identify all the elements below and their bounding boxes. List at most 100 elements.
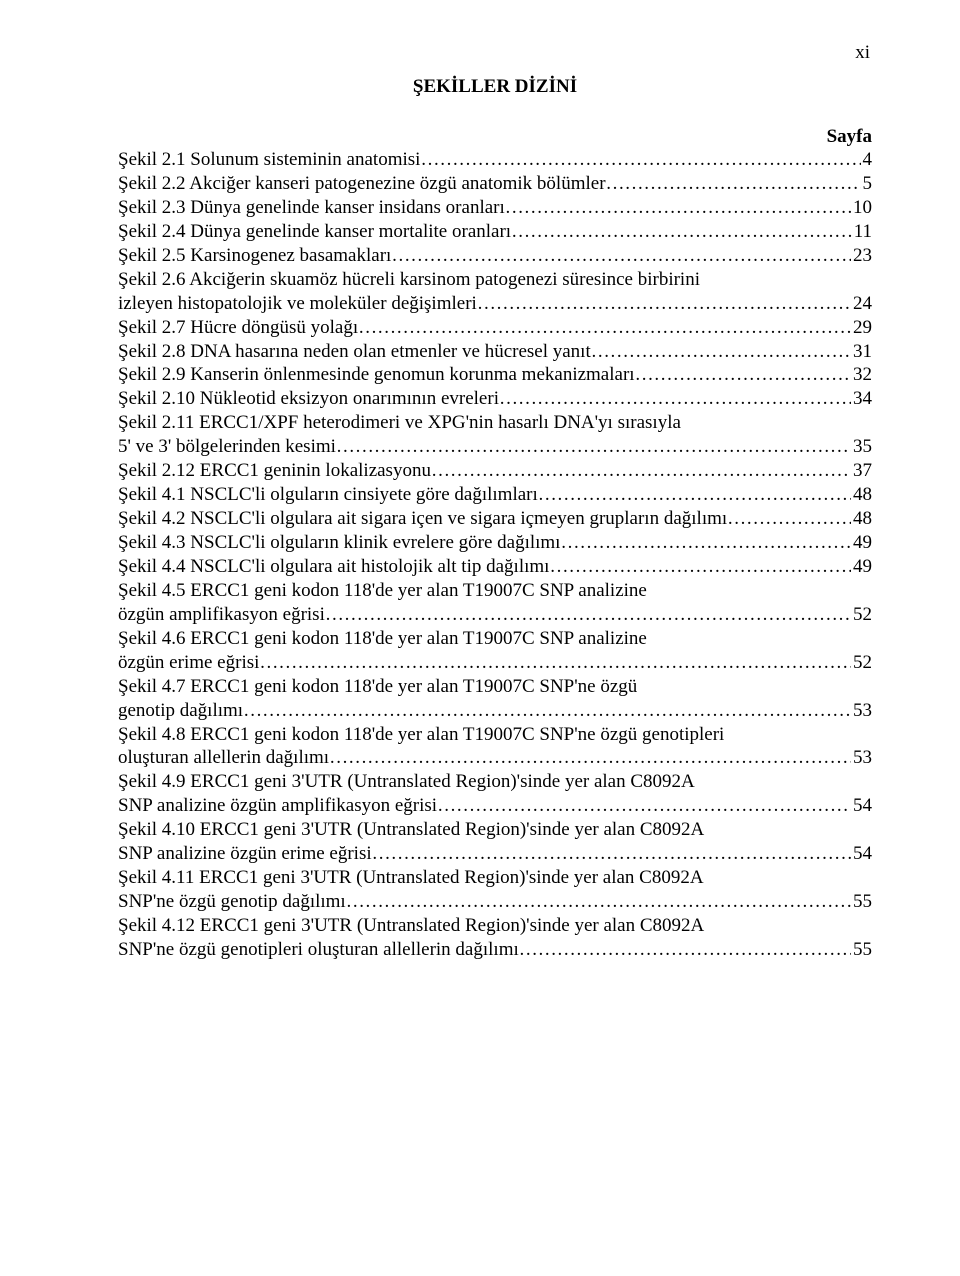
list-item: Şekil 2.10 Nükleotid eksizyon onarımının…	[118, 387, 872, 411]
list-item: Şekil 4.2 NSCLC'li olgulara ait sigara i…	[118, 507, 872, 531]
entry-label: Şekil 4.2 NSCLC'li olgulara ait sigara i…	[118, 507, 727, 531]
list-item: SNP'ne özgü genotip dağılımı 55	[118, 890, 872, 914]
list-item: Şekil 4.3 NSCLC'li olguların klinik evre…	[118, 531, 872, 555]
list-item: genotip dağılımı53	[118, 699, 872, 723]
leader-dots	[505, 196, 851, 220]
entry-page: 11	[852, 220, 872, 244]
entry-label: özgün amplifikasyon eğrisi	[118, 603, 325, 627]
leader-dots	[372, 842, 851, 866]
entry-page: 48	[851, 483, 872, 507]
entry-label: Şekil 4.9 ERCC1 geni 3'UTR (Untranslated…	[118, 770, 695, 794]
list-item: Şekil 4.5 ERCC1 geni kodon 118'de yer al…	[118, 579, 872, 603]
list-item: Şekil 2.4 Dünya genelinde kanser mortali…	[118, 220, 872, 244]
entry-page: 49	[851, 555, 872, 579]
entry-label: SNP analizine özgün erime eğrisi	[118, 842, 372, 866]
figures-list: Şekil 2.1 Solunum sisteminin anatomisi4Ş…	[118, 148, 872, 962]
leader-dots	[329, 746, 851, 770]
entry-page: 52	[851, 651, 872, 675]
list-item: özgün erime eğrisi 52	[118, 651, 872, 675]
entry-page: 53	[851, 746, 872, 770]
entry-page: 49	[851, 531, 872, 555]
list-item: Şekil 2.6 Akciğerin skuamöz hücreli kars…	[118, 268, 872, 292]
entry-label: Şekil 4.4 NSCLC'li olgulara ait histoloj…	[118, 555, 549, 579]
list-item: izleyen histopatolojik ve moleküler deği…	[118, 292, 872, 316]
entry-label: Şekil 2.9 Kanserin önlenmesinde genomun …	[118, 363, 635, 387]
list-item: Şekil 2.5 Karsinogenez basamakları 23	[118, 244, 872, 268]
entry-page: 35	[851, 435, 872, 459]
entry-page: 48	[851, 507, 872, 531]
list-item: Şekil 2.12 ERCC1 geninin lokalizasyonu 37	[118, 459, 872, 483]
leader-dots	[519, 938, 851, 962]
list-item: Şekil 2.11 ERCC1/XPF heterodimeri ve XPG…	[118, 411, 872, 435]
list-item: SNP'ne özgü genotipleri oluşturan allell…	[118, 938, 872, 962]
entry-page: 29	[851, 316, 872, 340]
leader-dots	[420, 148, 860, 172]
entry-label: Şekil 4.6 ERCC1 geni kodon 118'de yer al…	[118, 627, 647, 651]
list-item: Şekil 4.1 NSCLC'li olguların cinsiyete g…	[118, 483, 872, 507]
entry-page: 4	[861, 148, 873, 172]
leader-dots	[499, 387, 851, 411]
list-item: Şekil 4.4 NSCLC'li olgulara ait histoloj…	[118, 555, 872, 579]
entry-label: Şekil 2.2 Akciğer kanseri patogenezine ö…	[118, 172, 606, 196]
list-item: Şekil 2.1 Solunum sisteminin anatomisi 4	[118, 148, 872, 172]
list-item: Şekil 2.2 Akciğer kanseri patogenezine ö…	[118, 172, 872, 196]
leader-dots	[243, 699, 851, 723]
entry-page: 5	[861, 172, 873, 196]
list-item: 5' ve 3' bölgelerinden kesimi 35	[118, 435, 872, 459]
entry-label: özgün erime eğrisi	[118, 651, 259, 675]
page-number: xi	[855, 42, 870, 64]
entry-label: Şekil 2.1 Solunum sisteminin anatomisi	[118, 148, 420, 172]
entry-page: 52	[851, 603, 872, 627]
leader-dots	[511, 220, 852, 244]
list-item: oluşturan allellerin dağılımı 53	[118, 746, 872, 770]
entry-label: Şekil 2.12 ERCC1 geninin lokalizasyonu	[118, 459, 431, 483]
list-item: Şekil 4.8 ERCC1 geni kodon 118'de yer al…	[118, 723, 872, 747]
leader-dots	[635, 363, 851, 387]
leader-dots	[538, 483, 851, 507]
list-item: SNP analizine özgün erime eğrisi 54	[118, 842, 872, 866]
leader-dots	[358, 316, 851, 340]
entry-page: 55	[851, 938, 872, 962]
entry-label: 5' ve 3' bölgelerinden kesimi	[118, 435, 336, 459]
entry-page: 37	[851, 459, 872, 483]
entry-page: 55	[851, 890, 872, 914]
entry-label: Şekil 2.8 DNA hasarına neden olan etmenl…	[118, 340, 591, 364]
list-item: Şekil 2.7 Hücre döngüsü yolağı29	[118, 316, 872, 340]
entry-label: Şekil 4.12 ERCC1 geni 3'UTR (Untranslate…	[118, 914, 704, 938]
leader-dots	[259, 651, 851, 675]
entry-page: 54	[851, 842, 872, 866]
list-item: özgün amplifikasyon eğrisi 52	[118, 603, 872, 627]
column-header-page: Sayfa	[118, 126, 872, 148]
leader-dots	[591, 340, 851, 364]
list-item: Şekil 2.8 DNA hasarına neden olan etmenl…	[118, 340, 872, 364]
leader-dots	[727, 507, 851, 531]
entry-label: Şekil 4.8 ERCC1 geni kodon 118'de yer al…	[118, 723, 724, 747]
entry-label: Şekil 2.10 Nükleotid eksizyon onarımının…	[118, 387, 499, 411]
entry-label: Şekil 2.5 Karsinogenez basamakları	[118, 244, 391, 268]
list-item: Şekil 4.11 ERCC1 geni 3'UTR (Untranslate…	[118, 866, 872, 890]
entry-page: 54	[851, 794, 872, 818]
leader-dots	[336, 435, 851, 459]
leader-dots	[391, 244, 851, 268]
list-item: Şekil 4.7 ERCC1 geni kodon 118'de yer al…	[118, 675, 872, 699]
entry-label: Şekil 4.3 NSCLC'li olguların klinik evre…	[118, 531, 560, 555]
list-item: Şekil 4.9 ERCC1 geni 3'UTR (Untranslated…	[118, 770, 872, 794]
leader-dots	[477, 292, 851, 316]
entry-page: 32	[851, 363, 872, 387]
entry-label: Şekil 2.4 Dünya genelinde kanser mortali…	[118, 220, 511, 244]
leader-dots	[431, 459, 851, 483]
leader-dots	[437, 794, 851, 818]
list-item: Şekil 2.9 Kanserin önlenmesinde genomun …	[118, 363, 872, 387]
list-item: Şekil 2.3 Dünya genelinde kanser insidan…	[118, 196, 872, 220]
list-item: Şekil 4.10 ERCC1 geni 3'UTR (Untranslate…	[118, 818, 872, 842]
entry-label: Şekil 4.7 ERCC1 geni kodon 118'de yer al…	[118, 675, 637, 699]
entry-page: 31	[851, 340, 872, 364]
entry-page: 23	[851, 244, 872, 268]
entry-label: SNP'ne özgü genotip dağılımı	[118, 890, 346, 914]
list-item: Şekil 4.12 ERCC1 geni 3'UTR (Untranslate…	[118, 914, 872, 938]
entry-label: Şekil 4.10 ERCC1 geni 3'UTR (Untranslate…	[118, 818, 704, 842]
entry-label: oluşturan allellerin dağılımı	[118, 746, 329, 770]
leader-dots	[606, 172, 861, 196]
leader-dots	[325, 603, 851, 627]
entry-label: Şekil 4.11 ERCC1 geni 3'UTR (Untranslate…	[118, 866, 704, 890]
